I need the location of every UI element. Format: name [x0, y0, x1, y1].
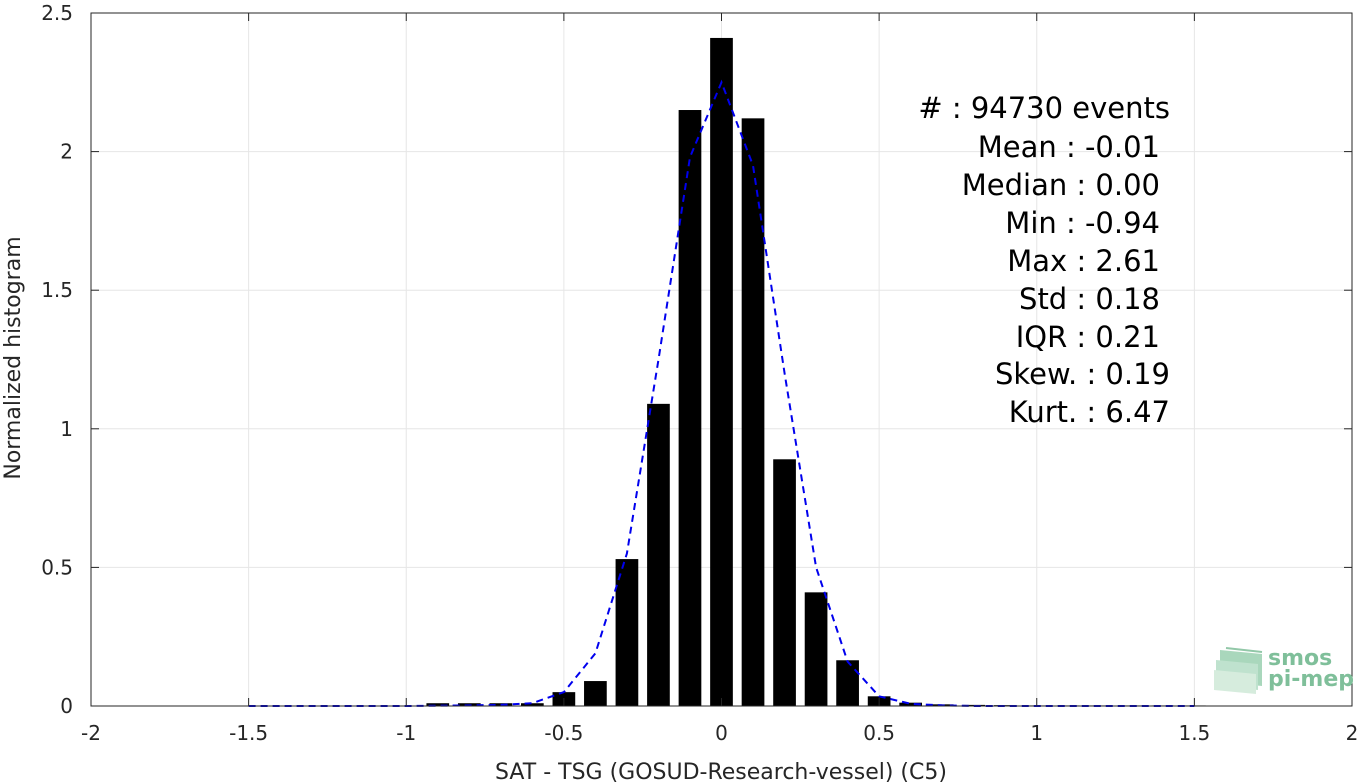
x-tick-label: -1.5 [229, 721, 268, 745]
x-tick-label: -2 [81, 721, 101, 745]
fit-curve-line [248, 79, 1195, 707]
histogram-bar [804, 592, 828, 706]
logo-text-smos: smos [1268, 646, 1332, 671]
histogram-bar [710, 37, 733, 706]
y-axis-title: Normalized histogram [1, 236, 26, 479]
x-tick-label: 1.5 [1178, 721, 1210, 745]
stat-kurt: Kurt. : 6.47 [1009, 395, 1170, 429]
tick-labels: -2 -1.5 -1 -0.5 0 0.5 1 1.5 2 0 0.5 1 1.5 2 2.5 [41, 1, 1358, 745]
histogram-bar [615, 559, 639, 706]
x-tick-label: 2 [1346, 721, 1359, 745]
x-tick-label: 1 [1030, 721, 1043, 745]
histogram-bar [741, 118, 765, 706]
histogram-bar [647, 403, 670, 706]
stat-std: Std : 0.18 [1019, 282, 1160, 316]
y-tick-label: 1 [60, 417, 73, 441]
histogram-bar [426, 703, 450, 706]
axes [90, 12, 1353, 707]
stat-iqr: IQR : 0.21 [1016, 320, 1160, 354]
y-tick-label: 0 [60, 694, 73, 718]
logo-text-pimep: pi-mep [1268, 667, 1354, 692]
smos-pimep-logo: smos pi-mep [1214, 646, 1354, 694]
y-tick-label: 2 [60, 140, 73, 164]
x-tick-label: -0.5 [544, 721, 583, 745]
stat-min: Min : -0.94 [1005, 206, 1160, 240]
plot-frame [90, 12, 1353, 707]
x-tick-label: -1 [396, 721, 416, 745]
x-axis-title: SAT - TSG (GOSUD-Research-vessel) (C5) [495, 760, 947, 784]
histogram-bar [773, 459, 796, 706]
histogram-bar [962, 704, 986, 706]
histogram-bar [584, 681, 607, 706]
stat-events: # : 94730 events [918, 91, 1170, 125]
stat-max: Max : 2.61 [1007, 244, 1160, 278]
y-tick-label: 0.5 [41, 555, 73, 579]
statistics-box: # : 94730 events Mean : -0.01 Median : 0… [918, 91, 1170, 429]
histogram-bar [836, 660, 859, 706]
x-tick-label: 0 [715, 721, 728, 745]
histogram-bars [426, 37, 1206, 706]
histogram-bar [521, 703, 544, 706]
stat-median: Median : 0.00 [962, 168, 1160, 202]
stat-skew: Skew. : 0.19 [995, 357, 1170, 391]
x-tick-label: 0.5 [863, 721, 895, 745]
stat-mean: Mean : -0.01 [978, 130, 1160, 164]
histogram-bar [899, 702, 922, 706]
y-tick-label: 2.5 [41, 1, 73, 25]
fit-curve [248, 79, 1195, 707]
logo-emblem-icon [1214, 647, 1263, 694]
histogram-bar [678, 110, 702, 706]
y-tick-label: 1.5 [41, 278, 73, 302]
